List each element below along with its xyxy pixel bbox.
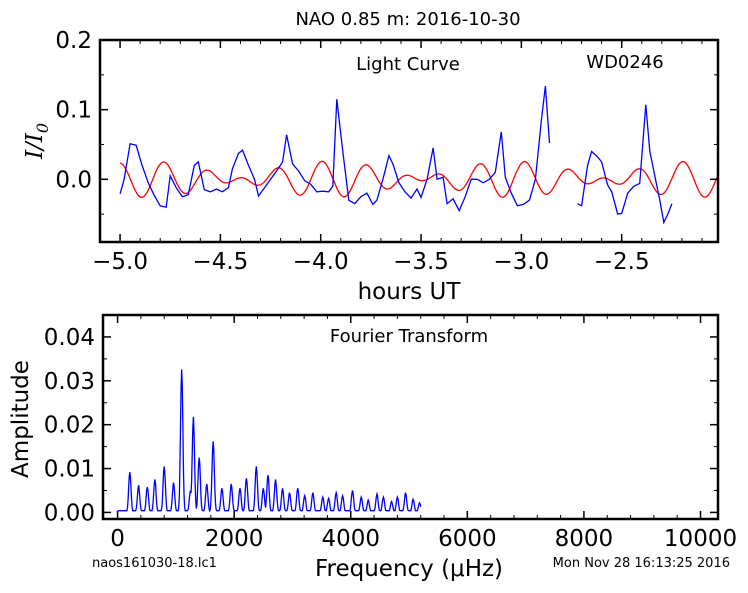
x-tick-label: 6000 [438, 526, 497, 552]
light-curve-x-axis-label: hours UT [358, 279, 462, 305]
x-tick-label: −5.0 [92, 249, 148, 275]
x-tick-label: −2.5 [594, 249, 650, 275]
y-tick-label: 0.00 [44, 500, 95, 526]
light-curve-series-line [577, 104, 673, 225]
figure-title: NAO 0.85 m: 2016-10-30 [295, 9, 520, 30]
x-tick-label: −4.0 [293, 249, 349, 275]
fourier-series-group [117, 369, 422, 513]
fourier-x-axis-label: Frequency (μHz) [315, 556, 503, 582]
y-tick-label: 0.02 [44, 413, 95, 439]
x-tick-label: −3.5 [393, 249, 449, 275]
light-curve-series-group [119, 85, 719, 225]
x-tick-label: 10000 [664, 526, 737, 552]
x-tick-label: 8000 [555, 526, 614, 552]
light-curve-annotation: Light Curve [356, 54, 460, 75]
x-tick-label: 4000 [321, 526, 380, 552]
x-tick-label: 0 [110, 526, 125, 552]
y-tick-label: 0.04 [44, 325, 95, 351]
y-tick-label: 0.2 [55, 28, 92, 54]
light-curve-axes-frame [98, 38, 720, 244]
y-tick-label: 0.01 [44, 457, 95, 483]
model-curve [119, 160, 719, 198]
y-tick-label: 0.0 [55, 167, 92, 193]
y-tick-label: 0.1 [55, 98, 92, 124]
fourier-axes-frame [101, 313, 720, 521]
footer-filename: naos161030-18.lc1 [92, 556, 217, 571]
footer-timestamp: Mon Nov 28 16:13:25 2016 [553, 556, 730, 571]
light-curve-panel: −5.0 −4.5 −4.0 −3.5 −3.0 −2.5 0.0 0.1 0.2 Light … [22, 28, 720, 305]
fourier-y-axis-label: Amplitude [8, 360, 34, 478]
x-tick-label: −4.5 [192, 249, 248, 275]
x-tick-label: −3.0 [493, 249, 549, 275]
fourier-transform-panel: 0 2000 4000 6000 8000 10000 0.00 0.01 0.02 0.03 0.… [8, 313, 737, 582]
fourier-ticks: 0 2000 4000 6000 8000 10000 0.00 0.01 0.02 0.03 0.… [44, 314, 737, 552]
star-name-annotation: WD0246 [586, 52, 663, 73]
light-curve-series-line [119, 85, 551, 213]
y-tick-label: 0.03 [44, 369, 95, 395]
light-curve-ticks: −5.0 −4.5 −4.0 −3.5 −3.0 −2.5 0.0 0.1 0.2 [55, 28, 718, 275]
fourier-annotation: Fourier Transform [330, 326, 488, 347]
light-curve-y-axis-label: I/I0 [22, 123, 52, 160]
x-tick-label: 2000 [205, 526, 264, 552]
amplitude-spectrum-line [117, 369, 422, 513]
